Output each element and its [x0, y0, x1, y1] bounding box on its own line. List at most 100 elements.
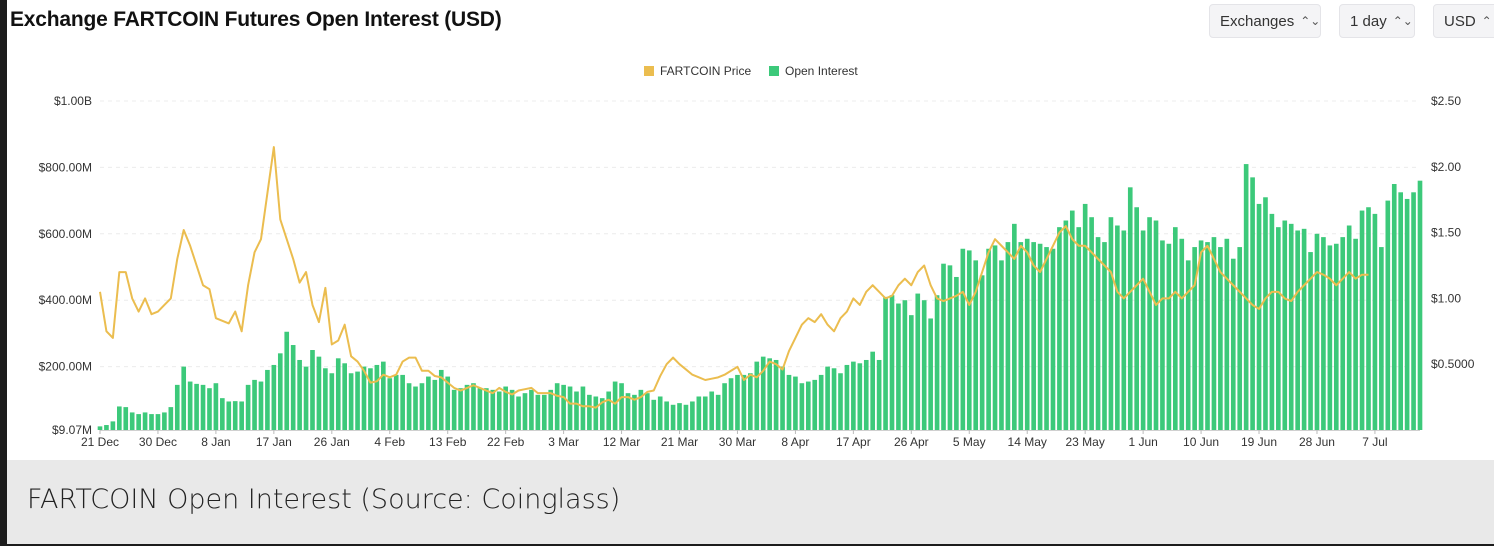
open-interest-bar	[1057, 227, 1062, 430]
exchanges-select[interactable]: Exchanges ⌃⌄	[1209, 4, 1321, 38]
x-tick-label: 13 Feb	[429, 435, 467, 449]
open-interest-bar	[715, 394, 721, 430]
open-interest-bar	[136, 414, 141, 430]
x-tick-label: 21 Dec	[81, 435, 119, 449]
open-interest-bar	[1121, 230, 1127, 430]
open-interest-bar	[818, 374, 824, 430]
open-interest-bar	[406, 383, 412, 430]
open-interest-bar	[567, 386, 573, 430]
open-interest-bar	[780, 366, 785, 430]
open-interest-bar	[805, 381, 811, 430]
open-interest-bar	[838, 373, 843, 430]
open-interest-bar	[954, 276, 959, 430]
open-interest-bar	[484, 388, 489, 430]
open-interest-bar	[973, 260, 979, 430]
open-interest-bar	[381, 361, 386, 430]
open-interest-bar	[1308, 252, 1313, 430]
open-interest-bar	[619, 383, 624, 430]
x-tick-label: 14 May	[1008, 435, 1047, 449]
open-interest-bar	[1333, 243, 1339, 430]
open-interest-bar	[754, 361, 760, 430]
open-interest-bar	[522, 393, 528, 430]
open-interest-bar	[554, 383, 560, 430]
open-interest-bar	[748, 373, 753, 430]
open-interest-bar	[1063, 220, 1069, 430]
open-interest-bar	[1044, 247, 1049, 430]
open-interest-bar	[445, 376, 451, 430]
legend-swatch-price	[644, 66, 654, 76]
open-interest-bar	[162, 412, 167, 430]
open-interest-bar	[606, 391, 611, 430]
open-interest-bar	[97, 426, 103, 430]
open-interest-bar	[1024, 238, 1030, 430]
open-interest-bar	[174, 384, 180, 430]
open-interest-bar	[1115, 225, 1120, 430]
x-tick-label: 8 Jan	[201, 435, 230, 449]
x-tick-label: 5 May	[953, 435, 986, 449]
open-interest-bar	[258, 381, 264, 430]
open-interest-bar	[400, 374, 405, 430]
up-down-chevron-icon: ⌃⌄	[1392, 14, 1413, 28]
open-interest-bar	[290, 345, 296, 430]
legend-label-open-interest: Open Interest	[785, 64, 858, 78]
open-interest-bar	[252, 379, 257, 430]
x-tick-label: 1 Jun	[1128, 435, 1157, 449]
currency-select[interactable]: USD ⌃⌄	[1433, 4, 1494, 38]
open-interest-bar	[986, 248, 991, 430]
open-interest-bar	[368, 368, 373, 430]
open-interest-bar	[1140, 230, 1146, 430]
open-interest-bar	[1050, 248, 1056, 430]
open-interest-bar	[1218, 247, 1223, 430]
open-interest-bar	[728, 378, 734, 430]
y-right-tick-label: $0.5000	[1431, 357, 1475, 371]
interval-select[interactable]: 1 day ⌃⌄	[1339, 4, 1415, 38]
open-interest-bar	[1198, 240, 1204, 430]
y-right-tick-label: $1.00	[1431, 291, 1461, 305]
open-interest-bar	[979, 275, 985, 430]
open-interest-bar	[992, 245, 998, 430]
open-interest-bar	[1127, 187, 1133, 430]
open-interest-bar	[1366, 207, 1371, 430]
open-interest-bar	[265, 369, 270, 430]
y-left-tick-label: $200.00M	[39, 360, 92, 374]
open-interest-bar	[1102, 242, 1107, 430]
x-tick-label: 10 Jun	[1183, 435, 1219, 449]
figure-caption: FARTCOIN Open Interest (Source: Coinglas…	[27, 484, 621, 515]
interval-select-value: 1 day	[1350, 13, 1387, 30]
open-interest-bar	[863, 359, 869, 430]
open-interest-bar	[477, 388, 483, 430]
currency-select-value: USD	[1444, 13, 1476, 30]
open-interest-bar	[999, 260, 1004, 430]
open-interest-bar	[187, 381, 193, 430]
exchanges-select-value: Exchanges	[1220, 13, 1295, 30]
open-interest-bar	[1185, 260, 1191, 430]
x-tick-label: 12 Mar	[603, 435, 640, 449]
open-interest-bar	[426, 376, 431, 430]
open-interest-bar	[1295, 230, 1300, 430]
open-interest-bar	[277, 353, 283, 430]
open-interest-bar	[535, 394, 541, 430]
open-interest-bar	[561, 384, 566, 430]
open-interest-bar	[1404, 198, 1410, 430]
open-interest-bar	[1192, 247, 1197, 430]
x-tick-label: 8 Apr	[781, 435, 809, 449]
fartcoin-price-line	[99, 146, 1369, 409]
open-interest-bar	[1411, 192, 1416, 430]
open-interest-bar	[1282, 220, 1288, 430]
open-interest-bar	[1391, 184, 1397, 430]
open-interest-bar	[670, 404, 676, 430]
open-interest-bar	[1276, 227, 1281, 430]
open-interest-bar	[1005, 242, 1011, 430]
open-interest-bar	[799, 383, 805, 430]
open-interest-bar	[702, 396, 708, 430]
open-interest-bar	[310, 350, 315, 430]
open-interest-bar	[741, 374, 747, 430]
open-interest-bar	[1263, 197, 1268, 430]
y-right-tick-label: $2.50	[1431, 94, 1461, 108]
open-interest-bar	[200, 384, 206, 430]
open-interest-bar	[181, 366, 187, 430]
open-interest-bar	[735, 374, 740, 430]
open-interest-bars	[97, 164, 1423, 430]
open-interest-bar	[129, 412, 135, 430]
open-interest-bar	[1205, 242, 1210, 430]
